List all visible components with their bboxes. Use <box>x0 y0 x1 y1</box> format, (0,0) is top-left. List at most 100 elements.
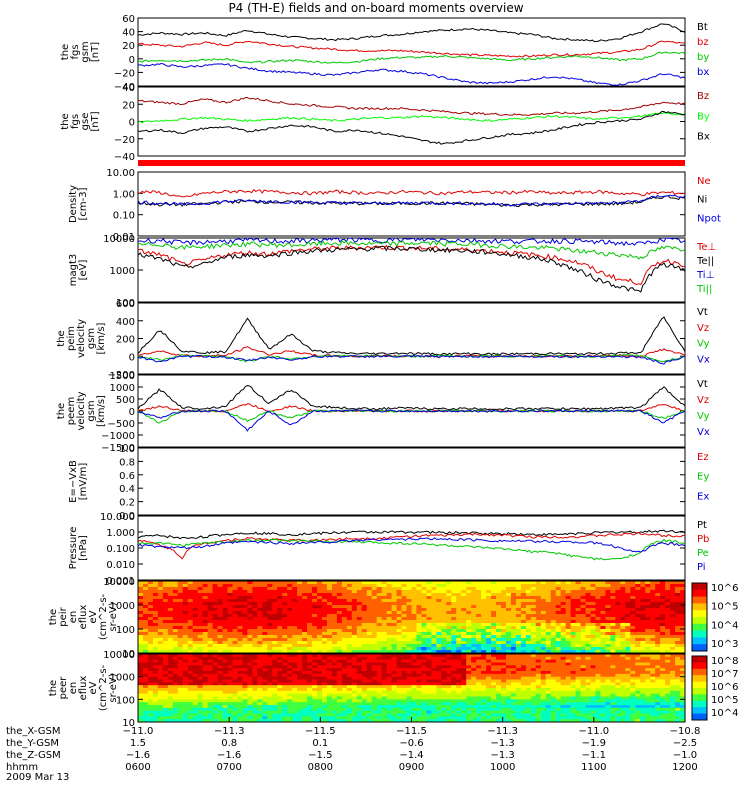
spectrogram-cell <box>322 617 327 620</box>
spectrogram-cell <box>650 620 655 623</box>
y-tick-label: 0.100 <box>106 544 135 555</box>
spectrogram-cell <box>347 605 352 608</box>
spectrogram-cell <box>367 644 372 647</box>
spectrogram-cell <box>247 623 252 626</box>
spectrogram-cell <box>208 660 213 663</box>
spectrogram-cell <box>635 614 640 617</box>
spectrogram-cell <box>600 635 605 638</box>
spectrogram-cell <box>287 705 292 708</box>
spectrogram-cell <box>511 620 516 623</box>
spectrogram-cell <box>436 584 441 587</box>
spectrogram-cell <box>317 596 322 599</box>
spectrogram-cell <box>208 677 213 680</box>
spectrogram-cell <box>257 694 262 697</box>
spectrogram-cell <box>501 608 506 611</box>
spectrogram-cell <box>332 587 337 590</box>
spectrogram-cell <box>327 641 332 644</box>
spectrogram-cell <box>416 584 421 587</box>
spectrogram-cell <box>228 708 233 711</box>
spectrogram-cell <box>521 705 526 708</box>
spectrogram-cell <box>252 716 257 719</box>
spectrogram-cell <box>158 641 163 644</box>
spectrogram-cell <box>551 688 556 691</box>
spectrogram-cell <box>486 590 491 593</box>
spectrogram-cell <box>491 705 496 708</box>
spectrogram-cell <box>272 714 277 717</box>
spectrogram-cell <box>183 602 188 605</box>
spectrogram-cell <box>257 665 262 668</box>
spectrogram-cell <box>203 697 208 700</box>
spectrogram-cell <box>297 617 302 620</box>
spectrogram-cell <box>262 657 267 660</box>
spectrogram-cell <box>153 674 158 677</box>
spectrogram-cell <box>242 711 247 714</box>
spectrogram-cell <box>367 632 372 635</box>
spectrogram-cell <box>138 632 143 635</box>
spectrogram-cell <box>228 626 233 629</box>
spectrogram-cell <box>317 581 322 584</box>
spectrogram-cell <box>421 688 426 691</box>
spectrogram-cell <box>526 587 531 590</box>
spectrogram-cell <box>287 671 292 674</box>
spectrogram-cell <box>392 599 397 602</box>
spectrogram-cell <box>247 602 252 605</box>
spectrogram-cell <box>402 694 407 697</box>
spectrogram-cell <box>416 663 421 666</box>
spectrogram-cell <box>660 635 665 638</box>
spectrogram-cell <box>481 581 486 584</box>
spectrogram-cell <box>193 620 198 623</box>
spectrogram-cell <box>576 626 581 629</box>
spectrogram-cell <box>476 620 481 623</box>
spectrogram-cell <box>312 590 317 593</box>
spectrogram-cell <box>357 590 362 593</box>
spectrogram-cell <box>397 716 402 719</box>
spectrogram-cell <box>218 611 223 614</box>
spectrogram-cell <box>431 711 436 714</box>
spectrogram-cell <box>297 605 302 608</box>
spectrogram-cell <box>332 714 337 717</box>
spectrogram-cell <box>556 626 561 629</box>
spectrogram-cell <box>143 668 148 671</box>
spectrogram-cell <box>307 691 312 694</box>
spectrogram-cell <box>287 685 292 688</box>
spectrogram-cell <box>526 691 531 694</box>
spectrogram-cell <box>272 657 277 660</box>
spectrogram-cell <box>277 638 282 641</box>
spectrogram-cell <box>476 611 481 614</box>
spectrogram-cell <box>416 677 421 680</box>
spectrogram-cell <box>605 581 610 584</box>
spectrogram-cell <box>675 623 680 626</box>
spectrogram-cell <box>382 668 387 671</box>
spectrogram-cell <box>372 608 377 611</box>
spectrogram-cell <box>392 614 397 617</box>
spectrogram-cell <box>267 614 272 617</box>
spectrogram-cell <box>218 617 223 620</box>
spectrogram-cell <box>556 699 561 702</box>
spectrogram-cell <box>451 699 456 702</box>
spectrogram-cell <box>466 691 471 694</box>
spectrogram-cell <box>372 657 377 660</box>
spectrogram-cell <box>446 641 451 644</box>
spectrogram-cell <box>630 617 635 620</box>
spectrogram-cell <box>183 680 188 683</box>
spectrogram-cell <box>163 694 168 697</box>
spectrogram-cell <box>267 682 272 685</box>
spectrogram-cell <box>536 680 541 683</box>
spectrogram-cell <box>148 590 153 593</box>
legend-label: Bz <box>697 91 709 102</box>
spectrogram-cell <box>317 638 322 641</box>
spectrogram-cell <box>397 593 402 596</box>
spectrogram-cell <box>645 602 650 605</box>
spectrogram-cell <box>546 614 551 617</box>
spectrogram-cell <box>476 674 481 677</box>
spectrogram-cell <box>645 617 650 620</box>
spectrogram-cell <box>148 638 153 641</box>
spectrogram-cell <box>277 665 282 668</box>
spectrogram-cell <box>615 623 620 626</box>
spectrogram-cell <box>262 587 267 590</box>
spectrogram-cell <box>173 657 178 660</box>
spectrogram-cell <box>511 697 516 700</box>
spectrogram-cell <box>337 590 342 593</box>
spectrogram-cell <box>486 688 491 691</box>
spectrogram-cell <box>218 635 223 638</box>
